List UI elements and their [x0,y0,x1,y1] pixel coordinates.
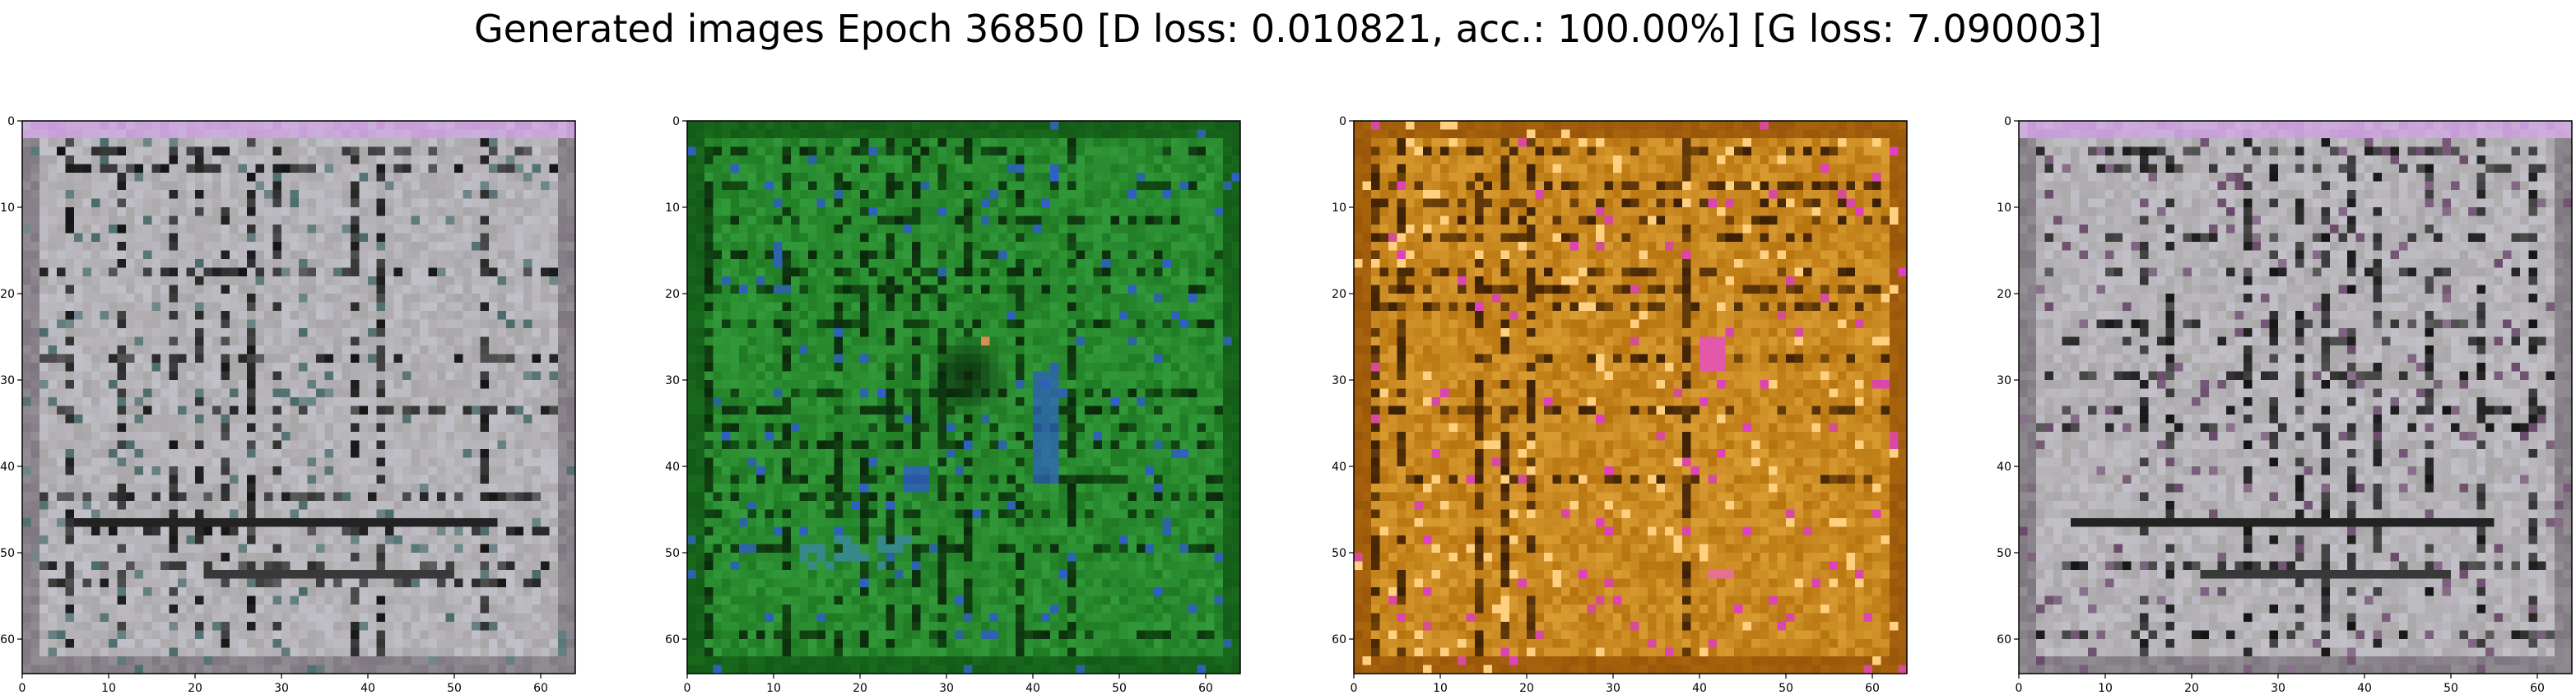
x-tick-label: 10 [766,682,781,695]
x-tick-label: 50 [1112,682,1127,695]
y-tick-label: 50 [1332,547,1346,560]
y-tick-label: 20 [0,288,15,301]
y-tick-label: 20 [1997,288,2011,301]
y-tick-label: 0 [7,115,15,128]
y-tick-label: 10 [1332,202,1346,215]
x-tick-label: 30 [274,682,289,695]
x-tick-label: 50 [2443,682,2458,695]
y-tick-label: 10 [665,202,680,215]
x-tick-label: 0 [2016,682,2023,695]
y-tick-label: 0 [672,115,680,128]
y-tick-label: 50 [665,547,680,560]
x-tick-label: 50 [1779,682,1793,695]
y-tick-label: 30 [1332,374,1346,387]
axes-frame [2018,120,2573,674]
y-tick-label: 40 [1332,461,1346,474]
generated-image-3: 0 10 20 30 40 50 60 0 10 20 30 40 50 60 [1332,115,1908,695]
x-tick-label: 20 [1519,682,1534,695]
y-tick-label: 40 [665,461,680,474]
y-tick-label: 50 [0,547,15,560]
x-tick-label: 0 [684,682,691,695]
x-tick-label: 40 [1692,682,1707,695]
y-tick-label: 60 [1997,633,2011,646]
generated-image-2: 0 10 20 30 40 50 60 0 10 20 30 40 50 60 [665,115,1241,695]
x-tick-label: 60 [2530,682,2545,695]
x-tick-label: 40 [1025,682,1040,695]
y-tick-label: 60 [0,633,15,646]
y-tick-label: 30 [1997,374,2011,387]
x-tick-label: 40 [2357,682,2372,695]
x-tick-label: 50 [447,682,462,695]
image-pixels [687,121,1240,674]
x-tick-label: 30 [939,682,954,695]
y-tick-label: 20 [1332,288,1346,301]
image-pixels [1354,121,1907,674]
generated-image-4: 0 10 20 30 40 50 60 0 10 20 30 40 50 60 [1997,115,2573,695]
y-tick-label: 40 [0,461,15,474]
y-tick-label: 10 [1997,202,2011,215]
x-tick-label: 20 [853,682,867,695]
x-tick-label: 30 [2271,682,2285,695]
x-tick-label: 40 [360,682,375,695]
x-tick-label: 0 [1351,682,1358,695]
image-pixels [22,121,575,674]
y-tick-label: 10 [0,202,15,215]
y-tick-label: 40 [1997,461,2011,474]
x-tick-label: 0 [19,682,26,695]
y-tick-label: 0 [2004,115,2011,128]
x-tick-label: 10 [2098,682,2113,695]
axes-frame [686,120,1241,674]
x-tick-label: 10 [1433,682,1448,695]
x-tick-label: 30 [1606,682,1620,695]
x-tick-label: 20 [2184,682,2199,695]
y-tick-label: 30 [665,374,680,387]
y-tick-label: 0 [1339,115,1346,128]
y-tick-label: 20 [665,288,680,301]
x-tick-label: 60 [1198,682,1213,695]
figure-title: Generated images Epoch 36850 [D loss: 0.… [473,7,2103,51]
image-pixels [2019,121,2572,674]
x-tick-label: 60 [1865,682,1880,695]
y-tick-label: 50 [1997,547,2011,560]
y-tick-label: 30 [0,374,15,387]
x-tick-label: 60 [533,682,548,695]
axes-frame [21,120,576,674]
axes-frame [1353,120,1908,674]
x-tick-label: 20 [188,682,202,695]
x-tick-label: 10 [101,682,116,695]
generated-image-1: 0 10 20 30 40 50 60 0 10 20 30 40 50 60 [0,115,576,695]
y-tick-label: 60 [665,633,680,646]
y-tick-label: 60 [1332,633,1346,646]
